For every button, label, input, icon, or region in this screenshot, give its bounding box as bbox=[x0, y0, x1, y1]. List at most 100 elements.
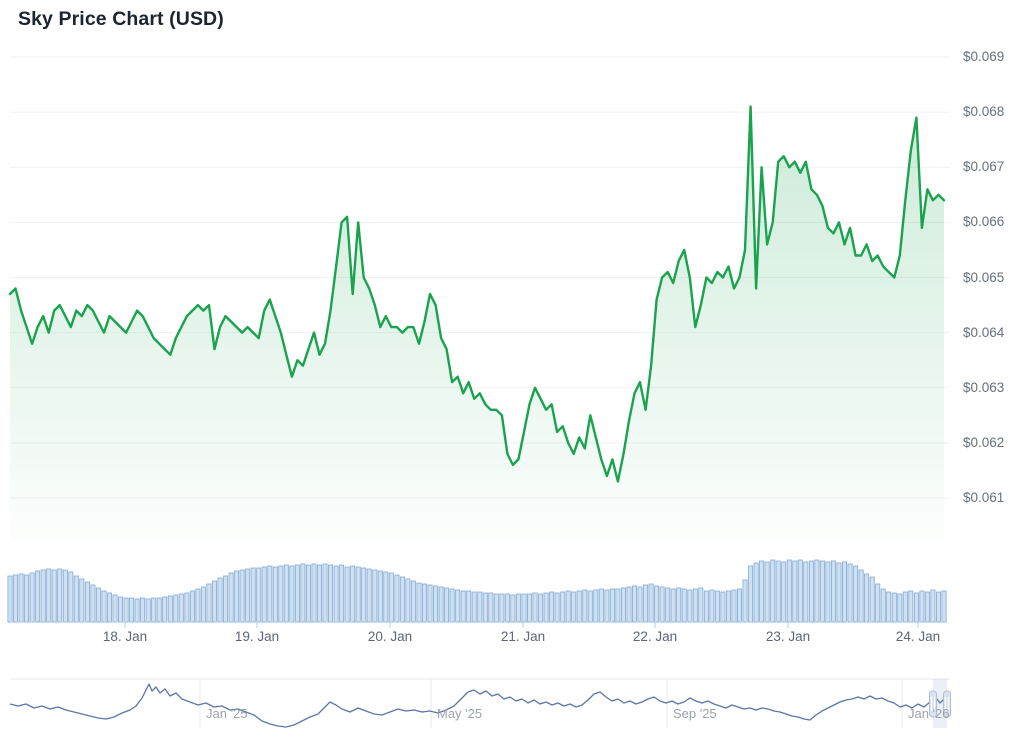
volume-bar bbox=[797, 559, 803, 623]
volume-bar bbox=[886, 591, 892, 623]
volume-bar bbox=[598, 588, 604, 623]
volume-plot[interactable] bbox=[7, 559, 947, 623]
volume-bar bbox=[129, 597, 135, 623]
volume-bar bbox=[140, 597, 146, 623]
volume-bar bbox=[742, 579, 748, 623]
y-axis-label: $0.068 bbox=[963, 104, 1005, 120]
volume-bar bbox=[936, 591, 942, 623]
volume-bar bbox=[344, 566, 350, 623]
volume-bar bbox=[847, 563, 853, 623]
volume-bar bbox=[714, 590, 720, 623]
volume-bar bbox=[549, 591, 555, 623]
volume-bar bbox=[361, 567, 367, 623]
volume-bar bbox=[880, 588, 886, 623]
navigator-track[interactable] bbox=[9, 678, 950, 728]
price-line bbox=[8, 105, 946, 483]
volume-bar bbox=[504, 593, 510, 623]
volume-bar bbox=[692, 588, 698, 623]
volume-bar bbox=[206, 583, 212, 623]
volume-bar bbox=[902, 591, 908, 623]
y-axis-label: $0.063 bbox=[963, 379, 1005, 395]
x-axis-label: 18. Jan bbox=[102, 629, 148, 644]
volume-bar bbox=[681, 588, 687, 623]
volume-bar bbox=[438, 586, 444, 623]
volume-bar bbox=[477, 591, 483, 623]
volume-bar bbox=[145, 598, 151, 623]
volume-bar bbox=[726, 590, 732, 623]
volume-bar bbox=[79, 578, 85, 623]
volume-bar bbox=[405, 578, 411, 623]
volume-bar bbox=[698, 587, 704, 623]
volume-bar bbox=[538, 593, 544, 623]
volume-bar bbox=[245, 568, 251, 623]
volume-bar bbox=[875, 583, 881, 623]
volume-bar bbox=[775, 560, 781, 623]
volume-bar bbox=[305, 564, 311, 623]
volume-bar bbox=[803, 561, 809, 623]
volume-bar bbox=[134, 598, 140, 623]
volume-bar bbox=[51, 569, 57, 623]
volume-bar bbox=[621, 587, 627, 623]
volume-bar bbox=[184, 592, 190, 623]
volume-bar bbox=[410, 580, 416, 623]
volume-bar bbox=[394, 574, 400, 623]
volume-bar bbox=[632, 585, 638, 623]
navigator-axis-label: Jan '25 bbox=[206, 706, 248, 721]
volume-bar bbox=[95, 587, 101, 623]
y-axis-label: $0.067 bbox=[963, 159, 1005, 175]
x-axis-label: 19. Jan bbox=[234, 629, 280, 644]
volume-bar bbox=[532, 592, 538, 623]
volume-bar bbox=[372, 569, 378, 623]
volume-bar bbox=[151, 597, 157, 623]
volume-bar bbox=[84, 581, 90, 623]
volume-bar bbox=[90, 584, 96, 623]
page-title: Sky Price Chart (USD) bbox=[18, 8, 224, 30]
volume-bar bbox=[7, 575, 13, 623]
volume-bar bbox=[12, 574, 18, 623]
volume-bar bbox=[499, 593, 505, 623]
volume-bar bbox=[565, 590, 571, 623]
volume-bar bbox=[814, 559, 820, 623]
volume-bar bbox=[709, 589, 715, 623]
volume-bar bbox=[891, 592, 897, 623]
volume-bar bbox=[107, 592, 113, 623]
volume-bar bbox=[665, 587, 671, 623]
volume-bar bbox=[604, 589, 610, 623]
volume-bar bbox=[162, 596, 168, 623]
volume-bar bbox=[637, 586, 643, 623]
volume-bar bbox=[433, 585, 439, 623]
volume-bar bbox=[267, 565, 273, 623]
volume-bar bbox=[919, 590, 925, 623]
volume-bar bbox=[466, 590, 472, 623]
volume-bar bbox=[333, 565, 339, 623]
volume-bar bbox=[200, 586, 206, 623]
volume-bar bbox=[770, 559, 776, 623]
volume-bar bbox=[831, 560, 837, 623]
volume-bar bbox=[731, 589, 737, 623]
volume-bar bbox=[515, 593, 521, 623]
volume-bar bbox=[615, 588, 621, 623]
price-plot[interactable] bbox=[8, 105, 946, 540]
volume-bar bbox=[471, 591, 477, 623]
volume-bar bbox=[560, 591, 566, 623]
volume-bar bbox=[941, 590, 947, 623]
volume-bar bbox=[924, 591, 930, 623]
volume-bar bbox=[300, 563, 306, 623]
volume-bar bbox=[46, 568, 52, 623]
volume-bar bbox=[173, 594, 179, 623]
volume-bar bbox=[913, 592, 919, 623]
navigator-axis-label: Jan '26 bbox=[908, 706, 950, 721]
volume-bar bbox=[377, 570, 383, 623]
volume-bar bbox=[383, 571, 389, 623]
volume-bar bbox=[897, 593, 903, 623]
volume-bar bbox=[18, 573, 24, 623]
volume-bar bbox=[40, 569, 46, 623]
volume-bar bbox=[289, 565, 295, 623]
volume-bar bbox=[211, 580, 217, 623]
x-axis-label: 24. Jan bbox=[895, 629, 941, 644]
volume-bar bbox=[24, 574, 30, 623]
navigator-selection[interactable] bbox=[929, 679, 951, 728]
volume-bar bbox=[278, 565, 284, 623]
volume-bar bbox=[399, 576, 405, 623]
